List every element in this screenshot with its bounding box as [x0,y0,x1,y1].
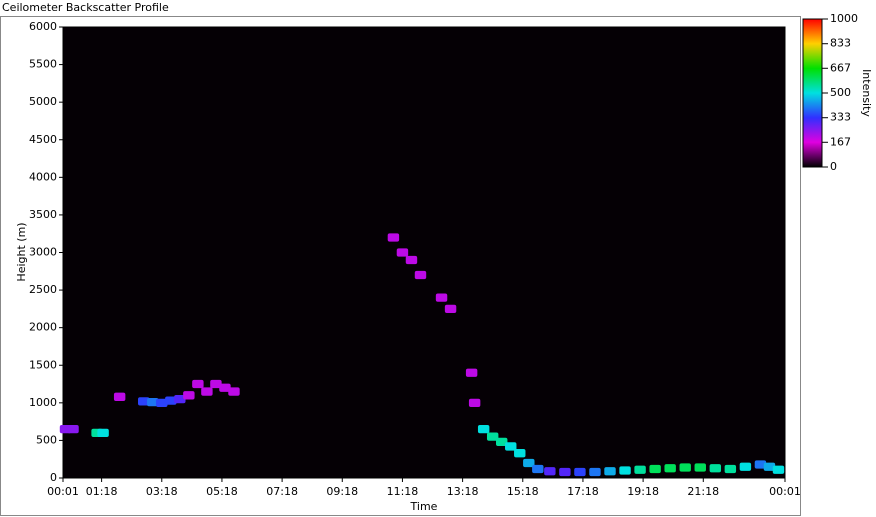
cell [113,392,126,401]
cell [523,458,535,468]
colorbar [802,18,823,168]
y-tick-label: 6000 [29,20,57,33]
y-tick-label: 4000 [29,170,57,183]
cell [486,432,499,441]
cell [156,398,168,407]
x-tick-label: 21:18 [687,485,719,498]
cell [468,398,481,407]
cell [228,387,240,396]
cell [165,396,177,405]
x-tick-label: 13:18 [447,485,479,498]
cell [649,464,661,474]
cell [495,437,508,447]
cell [67,425,79,434]
colorbar-tick-label: 500 [830,86,851,99]
cell [679,463,691,472]
cell [435,293,448,302]
y-tick-label: 5500 [29,58,57,71]
y-tick-label: 5000 [29,95,57,108]
cell [174,394,186,404]
cell [754,460,767,469]
cell [97,428,109,438]
x-tick-label: 15:18 [507,485,539,498]
x-tick-label: 00:01 [47,485,79,498]
y-tick-label: 0 [50,471,57,484]
y-tick-label: 1000 [29,396,57,409]
y-tick-label: 3000 [29,246,57,259]
cell [619,466,631,475]
cell [147,397,159,407]
cell [559,467,571,477]
colorbar-tick-label: 833 [830,37,851,50]
colorbar-tick-label: 167 [830,135,851,148]
x-tick-label: 05:18 [206,485,238,498]
cell [709,464,722,473]
x-tick-label: 17:18 [567,485,599,498]
cell [544,467,556,476]
cell [634,465,646,474]
cell [405,255,418,265]
y-axis-label: Height (m) [15,222,28,281]
cell [210,379,222,389]
cell [574,467,586,477]
cell [505,442,517,451]
cell [201,387,213,396]
x-axis-label: Time [410,500,438,513]
cell [396,248,409,257]
x-tick-label: 11:18 [387,485,419,498]
cell [724,464,737,474]
plot-area [62,26,786,479]
colorbar-tick-label: 333 [830,111,851,124]
colorbar-tick-label: 1000 [830,12,858,25]
cell [387,233,400,242]
x-tick-label: 00:01 [769,485,801,498]
y-tick-label: 4500 [29,133,57,146]
cell [219,383,231,392]
y-tick-label: 2000 [29,321,57,334]
colorbar-tick-label: 667 [830,61,851,74]
x-tick-label: 09:18 [326,485,358,498]
cell [589,467,601,477]
y-tick-label: 3500 [29,208,57,221]
x-tick-label: 07:18 [266,485,298,498]
cell [183,391,195,400]
cell [465,368,478,377]
x-tick-label: 19:18 [627,485,659,498]
chart-title: Ceilometer Backscatter Profile [2,1,169,14]
y-tick-label: 1500 [29,358,57,371]
frame [0,16,801,516]
cell [772,465,785,474]
cell [477,425,490,434]
cell [138,397,150,406]
x-tick-label: 03:18 [146,485,178,498]
cell [532,464,544,474]
cell [763,462,776,471]
y-tick-label: 2500 [29,283,57,296]
cell [604,467,616,476]
cell [739,462,752,471]
cell [664,464,676,473]
y-tick-label: 500 [36,433,57,446]
cell [444,304,457,314]
cell [694,463,706,472]
x-tick-label: 01:18 [86,485,118,498]
cell [414,270,427,280]
cell [192,379,204,389]
colorbar-label: Intensity [860,69,873,117]
cell [514,449,526,458]
colorbar-tick-label: 0 [830,160,837,173]
